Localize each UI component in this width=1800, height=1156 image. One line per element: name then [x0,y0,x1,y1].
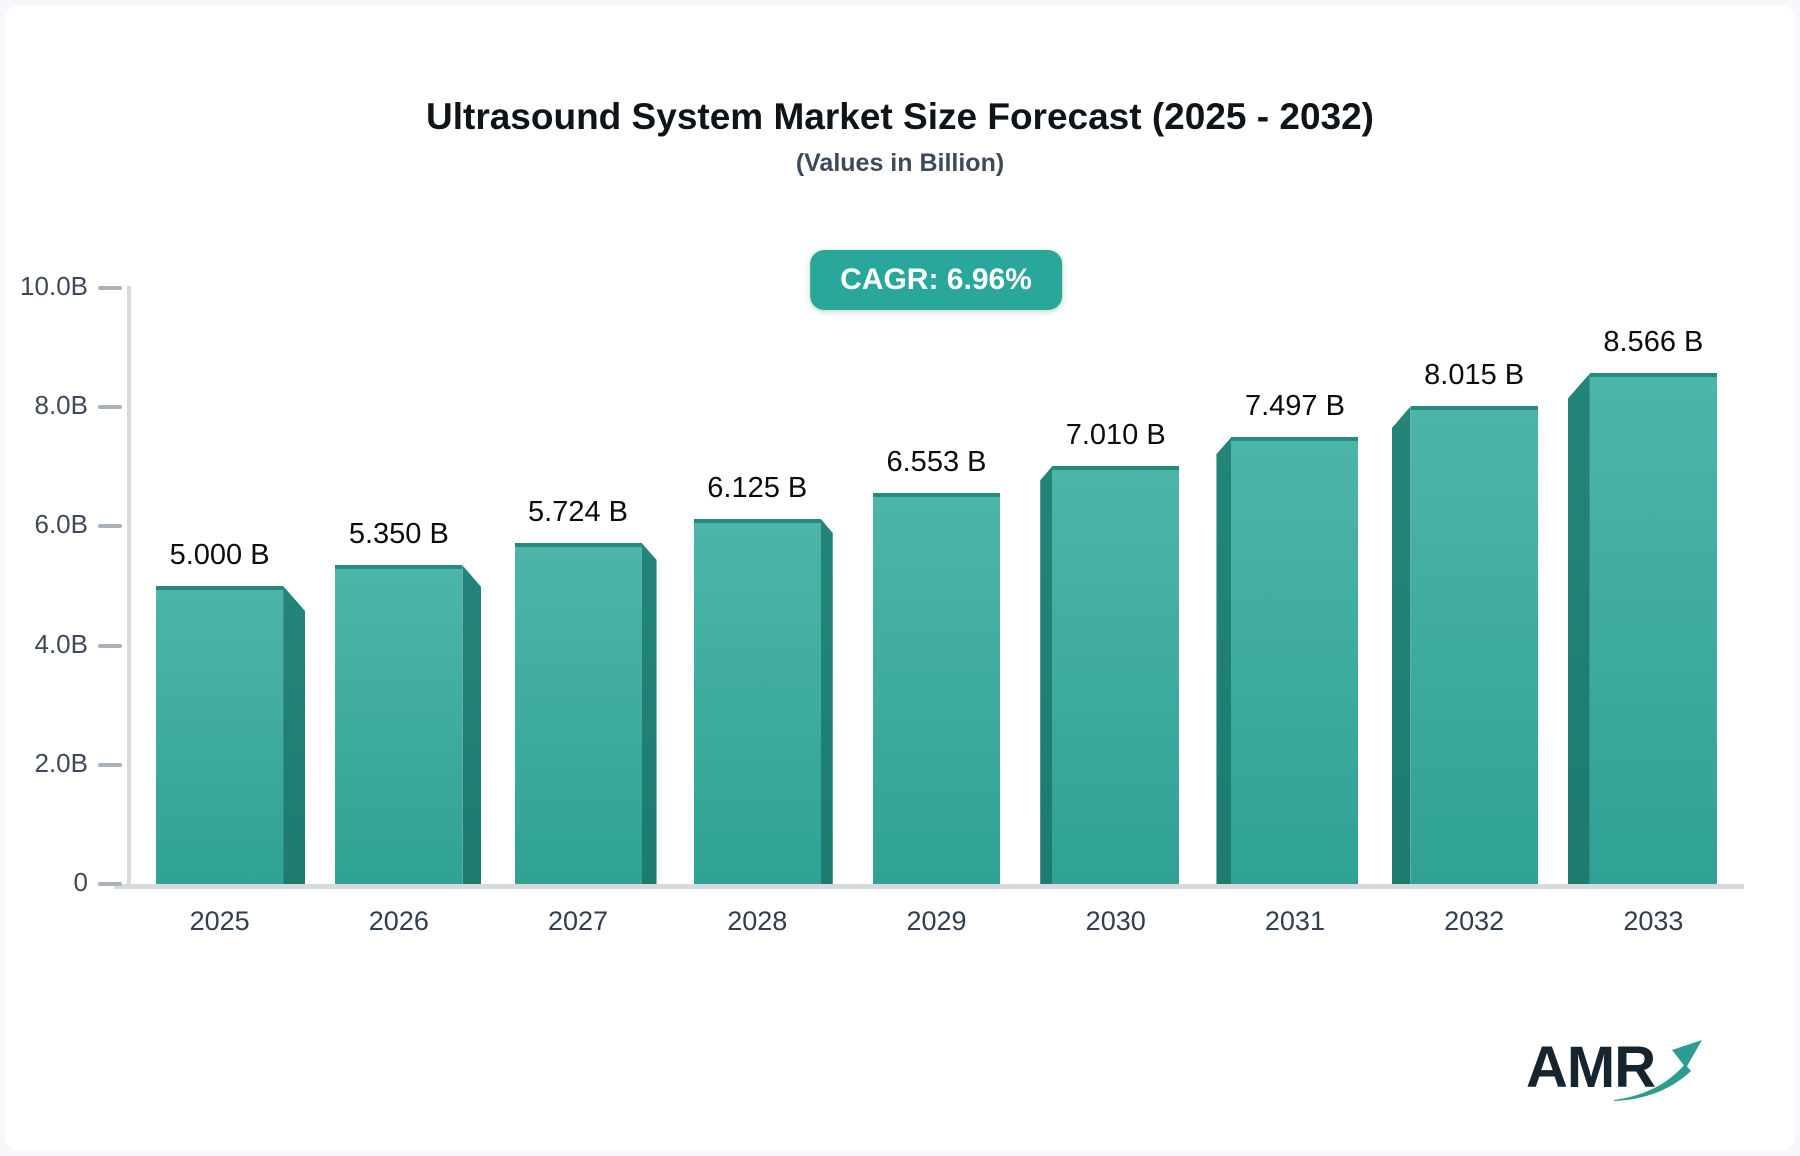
bar-2033 [1589,373,1717,884]
growth-arrow-icon [1614,1040,1702,1101]
bar-value-2031: 7.497 B [1244,390,1345,423]
chart-subtitle: (Values in Billion) [795,149,1005,177]
cagr-badge: CAGR: 6.96% [810,250,1062,310]
bar-value-2030: 7.010 B [1065,419,1166,452]
bar-side-2026 [462,565,482,884]
x-axis-label-2032: 2032 [1444,906,1505,936]
y-tick-dash-8.0B [98,405,122,410]
y-tick-label-6.0B: 6.0B [34,509,89,540]
bar-side-2025 [283,586,306,884]
bar-side-2027 [641,542,657,884]
bar-2032 [1410,406,1538,884]
x-axis-label-2025: 2025 [189,906,250,936]
x-axis-label-2026: 2026 [368,906,429,936]
x-axis-label-2030: 2030 [1085,906,1146,936]
bar-side-2033 [1567,373,1590,884]
y-tick-label-4.0B: 4.0B [34,628,89,659]
y-tick-label-2.0B: 2.0B [34,747,89,778]
x-axis-label-2029: 2029 [906,906,967,936]
x-axis-label-2033: 2033 [1623,906,1684,936]
bar-side-2032 [1391,406,1411,884]
bar-2026 [335,565,463,884]
x-axis-label-2028: 2028 [727,906,788,936]
bar-2028 [693,518,821,884]
y-tick-dash-10.0B [98,286,122,290]
bar-value-2032: 8.015 B [1424,359,1525,392]
amr-logo: AMR [1526,1034,1706,1114]
bar-2031 [1231,437,1359,884]
bar-side-2028 [820,518,833,884]
x-axis-label-2031: 2031 [1264,906,1325,936]
x-axis-line [114,884,1744,889]
bar-2027 [514,542,642,884]
y-axis-line [127,286,131,888]
bar-value-2028: 6.125 B [707,471,808,504]
y-tick-label-10.0B: 10.0B [20,271,88,301]
bar-value-2026: 5.350 B [348,518,449,551]
y-tick-dash-2.0B [98,762,122,767]
x-axis-label-2027: 2027 [548,906,609,936]
bar-2030 [1052,466,1180,884]
bar-value-2029: 6.553 B [886,446,987,479]
amr-logo-text: AMR [1526,1035,1656,1100]
bar-2029 [873,493,1000,884]
bar-value-2025: 5.000 B [169,539,270,571]
bar-2025 [156,586,284,884]
bar-side-2030 [1040,466,1053,884]
bar-value-2033: 8.566 B [1603,326,1704,359]
y-tick-dash-0 [98,882,122,886]
y-tick-dash-4.0B [98,643,122,648]
bar-value-2027: 5.724 B [528,495,629,528]
y-tick-label-0: 0 [73,867,88,897]
chart-title: Ultrasound System Market Size Forecast (… [426,96,1374,137]
y-tick-dash-6.0B [98,524,122,529]
bar-side-2031 [1216,437,1232,884]
y-tick-label-8.0B: 8.0B [34,390,89,421]
